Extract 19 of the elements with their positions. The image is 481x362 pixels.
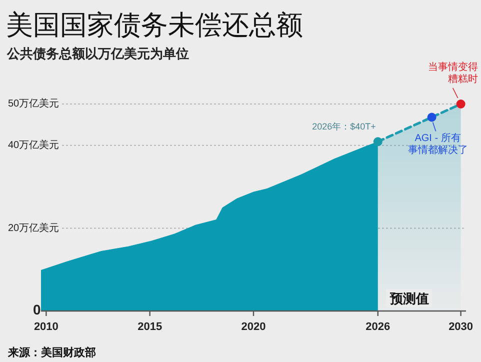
point	[373, 137, 382, 146]
x-tick-label: 2026	[366, 321, 390, 333]
annotation: 2026年：$40T+	[312, 122, 376, 132]
y-tick-label: 0	[33, 302, 41, 318]
annotation: 当事情变得糟糕时	[428, 61, 478, 85]
chart-subtitle: 公共债务总额以万亿美元为单位	[6, 46, 189, 61]
x-tick-label: 2020	[241, 321, 266, 333]
x-tick-label: 2010	[34, 321, 58, 333]
point	[427, 112, 436, 122]
y-tick-label: 50万亿美元	[8, 98, 60, 110]
chart-title: 美国国家债务未偿还总额	[6, 10, 303, 40]
point	[456, 100, 466, 108]
x-tick-label: 2030	[448, 321, 474, 333]
source-note: 来源：美国财政部	[7, 346, 96, 359]
y-tick-label: 20万亿美元	[8, 222, 60, 234]
annotation: 预测值	[388, 291, 429, 306]
annotation: AGI - 所有事情都解决了	[408, 132, 468, 156]
x-tick-label: 2015	[138, 321, 162, 333]
y-tick-label: 40万亿美元	[8, 139, 60, 152]
